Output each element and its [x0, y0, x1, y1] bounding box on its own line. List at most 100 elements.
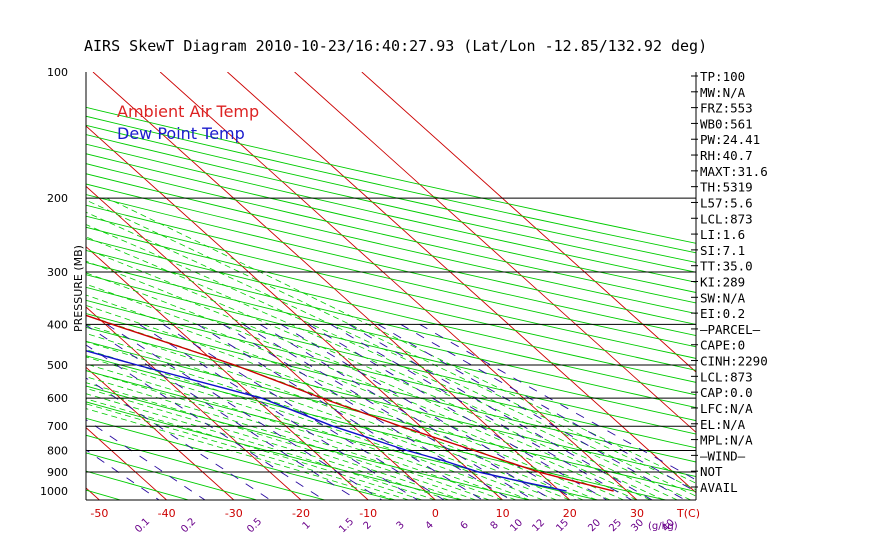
dry-adiabat-line [86, 261, 696, 409]
moist-adiabat-line [86, 382, 463, 500]
pressure-tick-label: 100 [47, 66, 68, 79]
mixing-ratio-tick-label: 1 [301, 520, 313, 532]
dry-adiabat-line [86, 134, 696, 273]
sounding-index-text: PW:24.41 [700, 132, 760, 147]
sounding-index-text: SW:N/A [700, 290, 746, 305]
moist-adiabat-line [86, 294, 611, 500]
sounding-index-text: TT:35.0 [700, 259, 753, 274]
sounding-index-text: LCL:873 [700, 369, 753, 384]
mixing-ratio-tick-label: 10 [508, 517, 525, 534]
legend: Ambient Air Temp Dew Point Temp [117, 102, 259, 143]
mixing-ratio-line [86, 419, 206, 500]
moist-adiabat-line [86, 305, 597, 500]
isotherm-line [86, 427, 167, 500]
isotherm-line [86, 185, 436, 500]
mixing-ratio-line [242, 323, 534, 500]
dry-adiabat-line [86, 204, 696, 348]
temperature-profile-line [86, 314, 614, 492]
isotherm-line [294, 72, 696, 433]
mixing-ratio-line [86, 324, 358, 500]
dry-adiabat-line [86, 238, 696, 383]
sounding-index-text: SI:7.1 [700, 243, 745, 258]
mixing-ratio-line [162, 323, 445, 500]
moist-adiabat-line [86, 387, 449, 500]
legend-ambient-air-temp: Ambient Air Temp [117, 102, 259, 121]
sounding-index-text: LFC:N/A [700, 401, 753, 416]
moist-adiabat-line [86, 224, 691, 500]
moist-adiabat-line [86, 370, 490, 500]
pressure-tick-label: 900 [47, 466, 68, 479]
sounding-index-text: MW:N/A [700, 85, 746, 100]
mixing-ratio-line [86, 344, 325, 500]
pressure-tick-label: 400 [47, 318, 68, 331]
mixing-ratio-tick-label: 1.5 [337, 516, 356, 535]
sounding-index-text: LCL:873 [700, 211, 753, 226]
moist-adiabat-line [86, 349, 530, 500]
moist-adiabat-line [86, 272, 638, 500]
sounding-index-text: LI:1.6 [700, 227, 745, 242]
sounding-index-text: KI:289 [700, 275, 745, 290]
sounding-index-text: NOT [700, 464, 723, 479]
mixing-ratio-tick-label: 0.2 [179, 516, 198, 535]
legend-dew-point-temp: Dew Point Temp [117, 124, 245, 143]
grid-layer [86, 72, 696, 500]
chart-title: AIRS SkewT Diagram 2010-10-23/16:40:27.9… [84, 37, 707, 55]
mixing-ratio-tick-label: 2 [362, 520, 374, 532]
mixing-ratio-line [197, 323, 483, 500]
mixing-ratio-tick-label: 3 [395, 520, 407, 532]
bottom-temp-tick-label: -50 [90, 507, 108, 520]
moist-adiabat-line [106, 197, 696, 484]
bottom-temp-tick-label: 10 [496, 507, 510, 520]
sounding-index-text: AVAIL [700, 480, 738, 495]
mixing-ratio-line [222, 323, 512, 500]
sounding-index-text: RH:40.7 [700, 148, 753, 163]
sounding-index-text: EL:N/A [700, 417, 746, 432]
mixing-ratio-line [400, 323, 696, 493]
mixing-ratio-line [377, 323, 686, 500]
isotherm-line [227, 72, 696, 494]
sounding-index-text: CINH:2290 [700, 354, 768, 369]
mixing-ratio-tick-label: 8 [489, 520, 501, 532]
mixing-ratio-unit-label: (g/kg) [648, 521, 678, 532]
mixing-ratio-line [106, 323, 383, 500]
mixing-ratio-line [419, 323, 696, 481]
mixing-ratio-line [308, 323, 608, 500]
dry-adiabat-line [86, 173, 696, 315]
dry-adiabat-line [86, 215, 696, 359]
moist-adiabat-line [86, 283, 624, 500]
pressure-lines [86, 197, 696, 473]
pressure-tick-label: 700 [47, 420, 68, 433]
sounding-index-text: —PARCEL— [700, 322, 761, 337]
sounding-index-text: EI:0.2 [700, 306, 745, 321]
bottom-temp-tick-label: 30 [630, 507, 644, 520]
bottom-temp-tick-label: -30 [225, 507, 243, 520]
isotherm-line [86, 306, 302, 500]
moist-adiabat-line [86, 199, 696, 491]
moist-adiabat-line [86, 248, 665, 500]
mixing-ratio-tick-label: 4 [424, 520, 436, 532]
mixing-ratio-tick-label: 6 [459, 520, 471, 532]
bottom-temp-tick-label: 0 [432, 507, 439, 520]
dry-adiabat-line [86, 326, 696, 478]
pressure-tick-label: 500 [47, 359, 68, 372]
sounding-index-text: TH:5319 [700, 180, 753, 195]
axes: 1002003004005006007008009001000-120-110-… [40, 66, 700, 535]
y-axis-label: PRESSURE (MB) [72, 245, 85, 332]
dry-adiabat-line [86, 115, 696, 254]
dry-adiabat-line [86, 313, 696, 463]
mixing-ratio-tick-label: 20 [586, 517, 603, 534]
sounding-index-text: FRZ:553 [700, 101, 753, 116]
moist-adiabat-line [86, 408, 396, 500]
temp-unit-label: T(C) [676, 507, 700, 520]
mixing-ratio-line [138, 323, 418, 500]
moist-adiabat-line [86, 260, 651, 500]
moist-adiabat-line [86, 236, 678, 500]
mixing-ratio-tick-label: 0.5 [245, 516, 264, 535]
isotherm-line [361, 72, 696, 373]
sounding-index-text: TP:100 [700, 69, 745, 84]
dry-adiabat-line [86, 299, 696, 449]
mixing-ratio-line [86, 377, 271, 500]
mixing-ratio-line [280, 323, 577, 500]
dry-adiabat-line [86, 385, 530, 500]
pressure-tick-label: 1000 [40, 485, 68, 498]
